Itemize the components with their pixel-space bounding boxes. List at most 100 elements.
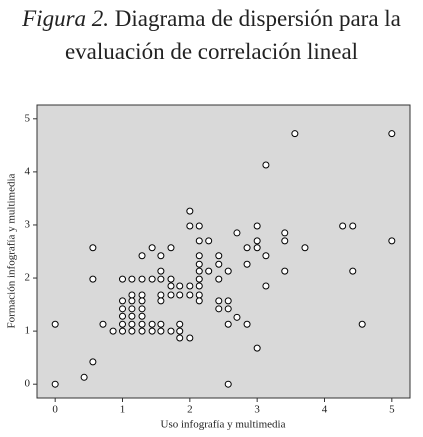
chart-title-block: Figura 2. Diagrama de dispersión para la… — [0, 2, 423, 68]
scatter-point — [51, 320, 59, 328]
scatter-point — [119, 297, 127, 305]
scatter-point — [195, 275, 203, 283]
scatter-point — [51, 380, 59, 388]
scatter-point — [138, 291, 146, 299]
scatter-point — [195, 237, 203, 245]
scatter-point — [128, 320, 136, 328]
scatter-point — [138, 275, 146, 283]
scatter-point — [281, 229, 289, 237]
scatter-point — [119, 320, 127, 328]
scatter-point — [157, 275, 165, 283]
scatter-point — [128, 291, 136, 299]
x-tick-label: 5 — [389, 404, 395, 416]
scatter-point — [215, 275, 223, 283]
scatter-point — [138, 252, 146, 260]
scatter-point — [281, 267, 289, 275]
scatter-point — [253, 237, 261, 245]
scatter-point — [176, 320, 184, 328]
scatter-point — [128, 312, 136, 320]
scatter-point — [148, 244, 156, 252]
scatter-point — [167, 244, 175, 252]
scatter-point — [128, 305, 136, 313]
y-tick-label: 3 — [25, 218, 31, 230]
scatter-point — [167, 327, 175, 335]
scatter-point — [186, 334, 194, 342]
scatter-point — [148, 275, 156, 283]
scatter-point — [358, 320, 366, 328]
scatter-point — [119, 312, 127, 320]
scatter-point — [128, 275, 136, 283]
scatter-point — [253, 344, 261, 352]
scatter-point — [186, 282, 194, 290]
scatter-point — [176, 327, 184, 335]
scatter-point — [138, 320, 146, 328]
y-tick-label: 4 — [25, 165, 31, 177]
scatter-point — [224, 380, 232, 388]
scatter-point — [148, 327, 156, 335]
scatter-point — [224, 297, 232, 305]
scatter-point — [195, 282, 203, 290]
scatter-point — [349, 222, 357, 230]
scatter-point — [80, 373, 88, 381]
scatter-point — [148, 320, 156, 328]
scatter-point — [262, 252, 270, 260]
scatter-point — [176, 282, 184, 290]
scatter-point — [195, 222, 203, 230]
scatter-point — [195, 252, 203, 260]
scatter-point — [388, 237, 396, 245]
scatter-point — [233, 229, 241, 237]
scatter-point — [157, 267, 165, 275]
scatter-point — [224, 320, 232, 328]
scatter-point — [253, 244, 261, 252]
scatter-point — [89, 358, 97, 366]
scatter-point — [119, 327, 127, 335]
scatter-point — [224, 267, 232, 275]
scatter-point — [215, 305, 223, 313]
scatter-point — [349, 267, 357, 275]
scatter-point — [138, 297, 146, 305]
scatter-point — [157, 320, 165, 328]
x-tick-label: 0 — [52, 404, 58, 416]
scatter-point — [243, 244, 251, 252]
y-tick-label: 0 — [25, 378, 31, 390]
scatter-point — [89, 275, 97, 283]
scatter-point — [281, 237, 289, 245]
scatter-point — [205, 237, 213, 245]
y-tick-label: 5 — [25, 112, 31, 124]
scatter-point — [388, 130, 396, 138]
chart-title: Diagrama de dispersión para la evaluació… — [64, 6, 401, 64]
scatter-point — [205, 267, 213, 275]
scatter-point — [89, 244, 97, 252]
scatter-point — [262, 161, 270, 169]
scatter-point — [119, 275, 127, 283]
y-axis-label: Formación infografía y multimedia — [6, 173, 18, 328]
scatter-point — [138, 327, 146, 335]
x-tick-label: 1 — [120, 404, 126, 416]
scatter-point — [167, 291, 175, 299]
scatter-point — [233, 313, 241, 321]
scatter-point — [339, 222, 347, 230]
scatter-point — [186, 207, 194, 215]
scatter-point — [215, 260, 223, 268]
scatter-point — [195, 267, 203, 275]
scatter-point — [167, 275, 175, 283]
scatter-point — [157, 327, 165, 335]
y-tick-label: 1 — [25, 325, 31, 337]
scatter-point — [128, 327, 136, 335]
y-tick-label: 2 — [25, 272, 31, 284]
scatter-point — [157, 297, 165, 305]
scatter-point — [195, 297, 203, 305]
scatter-point — [243, 260, 251, 268]
scatter-point — [176, 334, 184, 342]
scatter-point — [253, 222, 261, 230]
plot-area — [36, 104, 411, 399]
scatter-point — [195, 291, 203, 299]
scatter-point — [157, 252, 165, 260]
scatter-point — [262, 282, 270, 290]
x-tick-label: 3 — [254, 404, 260, 416]
scatter-point — [215, 252, 223, 260]
scatter-point — [138, 312, 146, 320]
scatter-point — [176, 291, 184, 299]
